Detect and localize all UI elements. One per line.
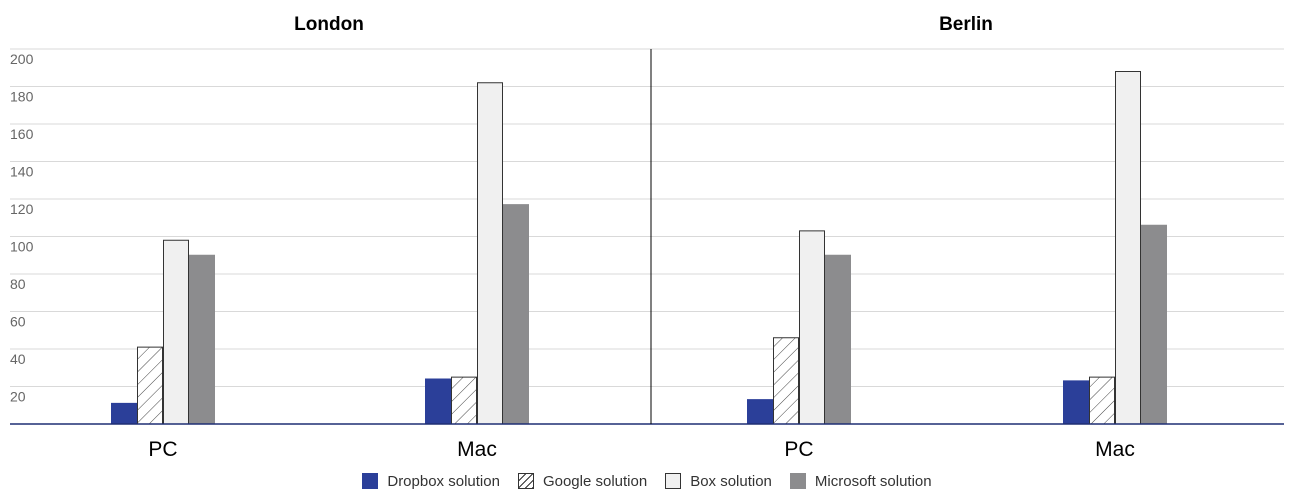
legend-label-microsoft-solution: Microsoft solution bbox=[814, 472, 932, 490]
bar-london-mac-google-solution bbox=[451, 376, 477, 425]
legend-item-microsoft-solution: Microsoft solution bbox=[789, 472, 932, 490]
legend-swatch-microsoft-solution bbox=[789, 473, 806, 489]
legend-label-dropbox-solution: Dropbox solution bbox=[387, 472, 500, 490]
x-category-label-london-pc: PC bbox=[148, 438, 177, 461]
legend-swatch-dropbox-solution bbox=[362, 473, 379, 489]
bar-berlin-mac-google-solution bbox=[1089, 376, 1115, 425]
bar-berlin-pc-microsoft-solution bbox=[825, 254, 851, 425]
legend-swatch-box-solution bbox=[665, 473, 682, 489]
y-tick-label-80: 80 bbox=[10, 276, 26, 292]
legend-label-google-solution: Google solution bbox=[542, 472, 648, 490]
legend-item-dropbox-solution: Dropbox solution bbox=[362, 473, 500, 490]
bar-london-mac-microsoft-solution bbox=[503, 204, 529, 425]
bar-berlin-pc-box-solution bbox=[799, 230, 825, 425]
bar-berlin-pc-dropbox-solution bbox=[747, 399, 773, 425]
legend-swatch-google-solution bbox=[517, 473, 534, 489]
legend-label-box-solution: Box solution bbox=[690, 472, 772, 490]
bar-london-pc-dropbox-solution bbox=[111, 402, 137, 425]
legend-item-box-solution: Box solution bbox=[665, 473, 772, 490]
bar-london-pc-box-solution bbox=[163, 239, 189, 425]
y-tick-label-180: 180 bbox=[10, 89, 34, 105]
x-category-label-berlin-mac: Mac bbox=[1095, 438, 1135, 461]
legend-item-google-solution: Google solution bbox=[517, 472, 648, 490]
panel-title-london: London bbox=[294, 14, 364, 35]
bar-berlin-mac-dropbox-solution bbox=[1063, 380, 1089, 425]
y-tick-label-200: 200 bbox=[10, 51, 34, 67]
panel-title-berlin: Berlin bbox=[939, 14, 993, 35]
bar-berlin-pc-google-solution bbox=[773, 337, 799, 425]
y-tick-label-120: 120 bbox=[10, 201, 34, 217]
bar-london-mac-dropbox-solution bbox=[425, 378, 451, 425]
bar-london-pc-google-solution bbox=[137, 346, 163, 425]
y-tick-label-20: 20 bbox=[10, 389, 26, 405]
y-tick-label-60: 60 bbox=[10, 314, 26, 330]
chart-plot-area: 20 40 60 80 100 120 140 160 180 200 PC Mac PC Mac bbox=[10, 48, 1284, 461]
bar-london-mac-box-solution bbox=[477, 82, 503, 425]
y-tick-label-160: 160 bbox=[10, 126, 34, 142]
x-category-label-berlin-pc: PC bbox=[784, 438, 813, 461]
bar-berlin-mac-microsoft-solution bbox=[1141, 224, 1167, 425]
bar-london-pc-microsoft-solution bbox=[189, 254, 215, 425]
bar-berlin-mac-box-solution bbox=[1115, 71, 1141, 425]
y-tick-label-140: 140 bbox=[10, 164, 34, 180]
x-category-label-london-mac: Mac bbox=[457, 438, 497, 461]
y-tick-label-40: 40 bbox=[10, 351, 26, 367]
chart-legend: Dropbox solution Google solution Box solut… bbox=[0, 470, 1294, 492]
y-tick-label-100: 100 bbox=[10, 239, 34, 255]
